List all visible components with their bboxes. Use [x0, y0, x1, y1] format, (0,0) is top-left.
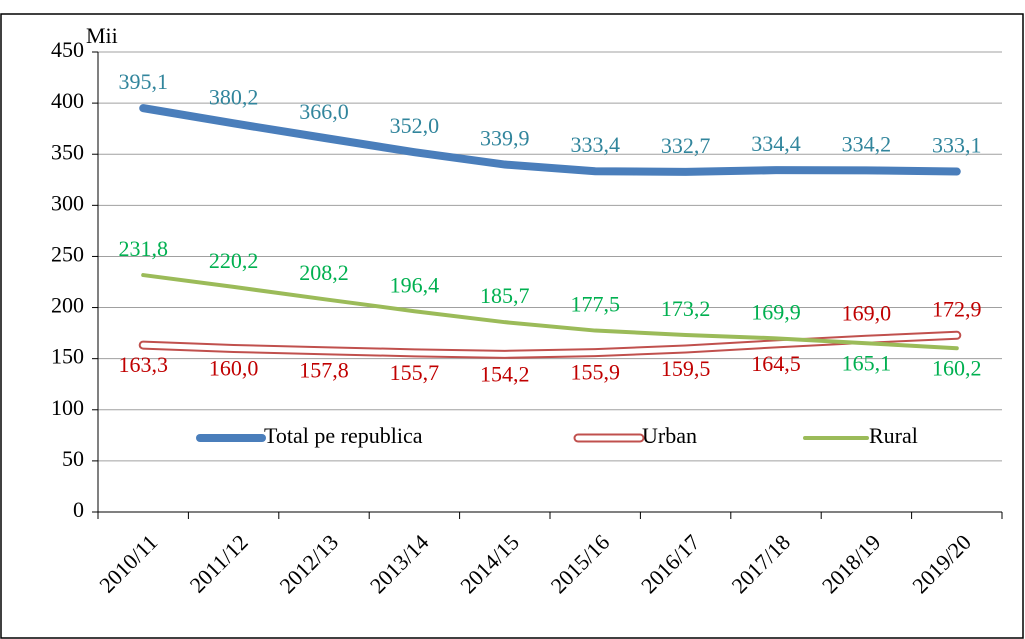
y-tick-label: 300: [51, 190, 84, 215]
y-tick-label: 450: [51, 37, 84, 62]
data-label: 333,1: [932, 133, 982, 158]
data-label: 159,5: [661, 356, 711, 381]
y-tick-label: 50: [62, 446, 84, 471]
data-label: 185,7: [480, 283, 530, 308]
y-tick-label: 250: [51, 241, 84, 266]
y-tick-label: 150: [51, 344, 84, 369]
data-label: 352,0: [390, 113, 440, 138]
y-axis-label: Mii: [86, 23, 118, 48]
data-label: 333,4: [570, 132, 620, 157]
data-label: 332,7: [661, 133, 711, 158]
data-label: 165,1: [842, 350, 892, 375]
data-label: 339,9: [480, 126, 530, 151]
data-label: 231,8: [118, 236, 168, 261]
chart-frame: [0, 13, 1024, 639]
y-tick-label: 0: [73, 497, 84, 522]
data-label: 163,3: [118, 352, 168, 377]
data-label: 380,2: [209, 84, 259, 109]
data-label: 169,9: [751, 299, 801, 324]
data-label: 366,0: [299, 99, 349, 124]
line-series: [139, 104, 961, 176]
y-tick-label: 400: [51, 88, 84, 113]
data-label: 154,2: [480, 361, 530, 386]
data-label: 169,0: [842, 300, 892, 325]
data-label: 160,0: [209, 355, 259, 380]
data-label: 160,2: [932, 355, 982, 380]
data-label: 334,2: [842, 131, 892, 156]
y-tick-label: 200: [51, 293, 84, 318]
data-label: 220,2: [209, 248, 259, 273]
data-label: 208,2: [299, 260, 349, 285]
data-label: 196,4: [390, 272, 440, 297]
legend-label: Urban: [642, 423, 697, 448]
legend-label: Total pe republica: [264, 423, 423, 448]
data-label: 173,2: [661, 296, 711, 321]
data-label: 155,9: [570, 360, 620, 385]
line-series: [141, 273, 959, 351]
data-label: 164,5: [751, 351, 801, 376]
data-label: 172,9: [932, 296, 982, 321]
data-label: 177,5: [570, 292, 620, 317]
y-tick-label: 100: [51, 395, 84, 420]
y-tick-label: 350: [51, 139, 84, 164]
data-label: 157,8: [299, 358, 349, 383]
data-label: 395,1: [118, 69, 168, 94]
data-label: 334,4: [751, 131, 801, 156]
data-label: 155,7: [390, 360, 440, 385]
legend-label: Rural: [869, 423, 918, 448]
